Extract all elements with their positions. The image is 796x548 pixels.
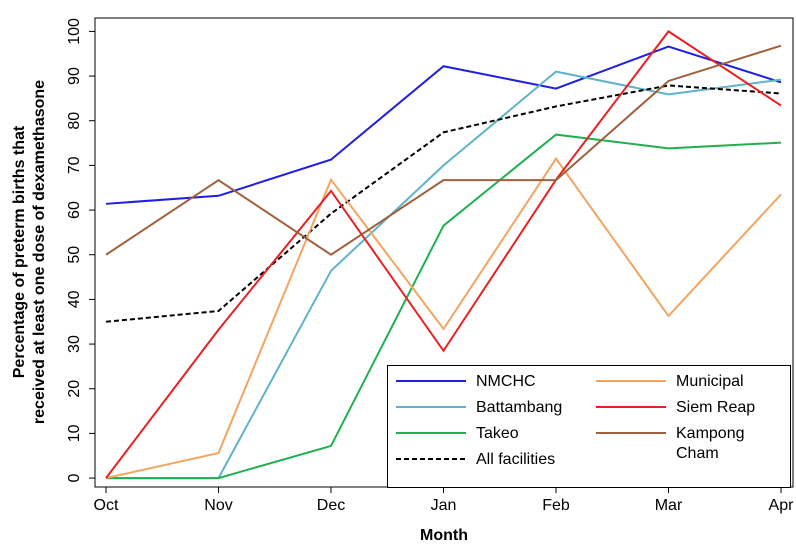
legend-item: Municipal	[596, 372, 786, 392]
x-tick-label: Oct	[94, 497, 119, 514]
y-tick-label: 40	[66, 290, 83, 308]
y-axis-label: Percentage of preterm births that	[11, 125, 28, 378]
y-axis-label: received at least one dose of dexamethas…	[31, 80, 48, 424]
legend-item: Takeo	[396, 424, 586, 444]
legend-swatch	[396, 432, 466, 434]
series-line	[105, 84, 782, 323]
legend-item: NMCHC	[396, 372, 586, 392]
y-tick-label: 100	[66, 18, 83, 45]
legend-swatch	[396, 458, 466, 460]
y-tick-label: 10	[66, 424, 83, 442]
legend-label: All facilities	[476, 451, 556, 468]
legend-item: Siem Reap	[596, 398, 786, 418]
y-tick-label: 70	[66, 156, 83, 174]
y-tick-label: 80	[66, 112, 83, 130]
series-line	[105, 30, 782, 479]
y-tick-label: 30	[66, 335, 83, 353]
legend-label: Battambang	[476, 399, 563, 416]
legend-label: Kampong Cham	[676, 425, 745, 462]
legend-swatch	[396, 406, 466, 408]
series-line	[105, 44, 782, 256]
x-tick-label: Feb	[542, 497, 570, 514]
x-axis-label: Month	[420, 527, 468, 544]
legend-item: All facilities	[396, 450, 586, 470]
legend-swatch	[596, 380, 666, 382]
y-tick-label: 50	[66, 246, 83, 264]
legend-label: Takeo	[476, 425, 519, 442]
x-tick-label: Mar	[655, 497, 683, 514]
legend-label: Municipal	[676, 373, 744, 390]
y-tick-label: 90	[66, 67, 83, 85]
x-tick-label: Nov	[204, 497, 232, 514]
series-line	[106, 133, 782, 480]
legend: NMCHC Battambang Takeo All facilities Munici…	[387, 365, 791, 488]
legend-swatch	[396, 380, 466, 382]
legend-label: NMCHC	[476, 373, 536, 390]
series-line	[105, 45, 782, 205]
x-tick-label: Jan	[431, 497, 457, 514]
legend-swatch	[596, 406, 666, 408]
y-tick-label: 20	[66, 380, 83, 398]
series-line	[105, 156, 782, 480]
y-tick-label: 60	[66, 201, 83, 219]
x-tick-label: Apr	[769, 497, 795, 514]
x-tick-label: Dec	[317, 497, 345, 514]
y-tick-label: 0	[66, 474, 83, 483]
legend-item: Kampong Cham	[596, 424, 786, 464]
legend-swatch	[596, 432, 666, 434]
legend-label: Siem Reap	[676, 399, 756, 416]
legend-item: Battambang	[396, 398, 586, 418]
